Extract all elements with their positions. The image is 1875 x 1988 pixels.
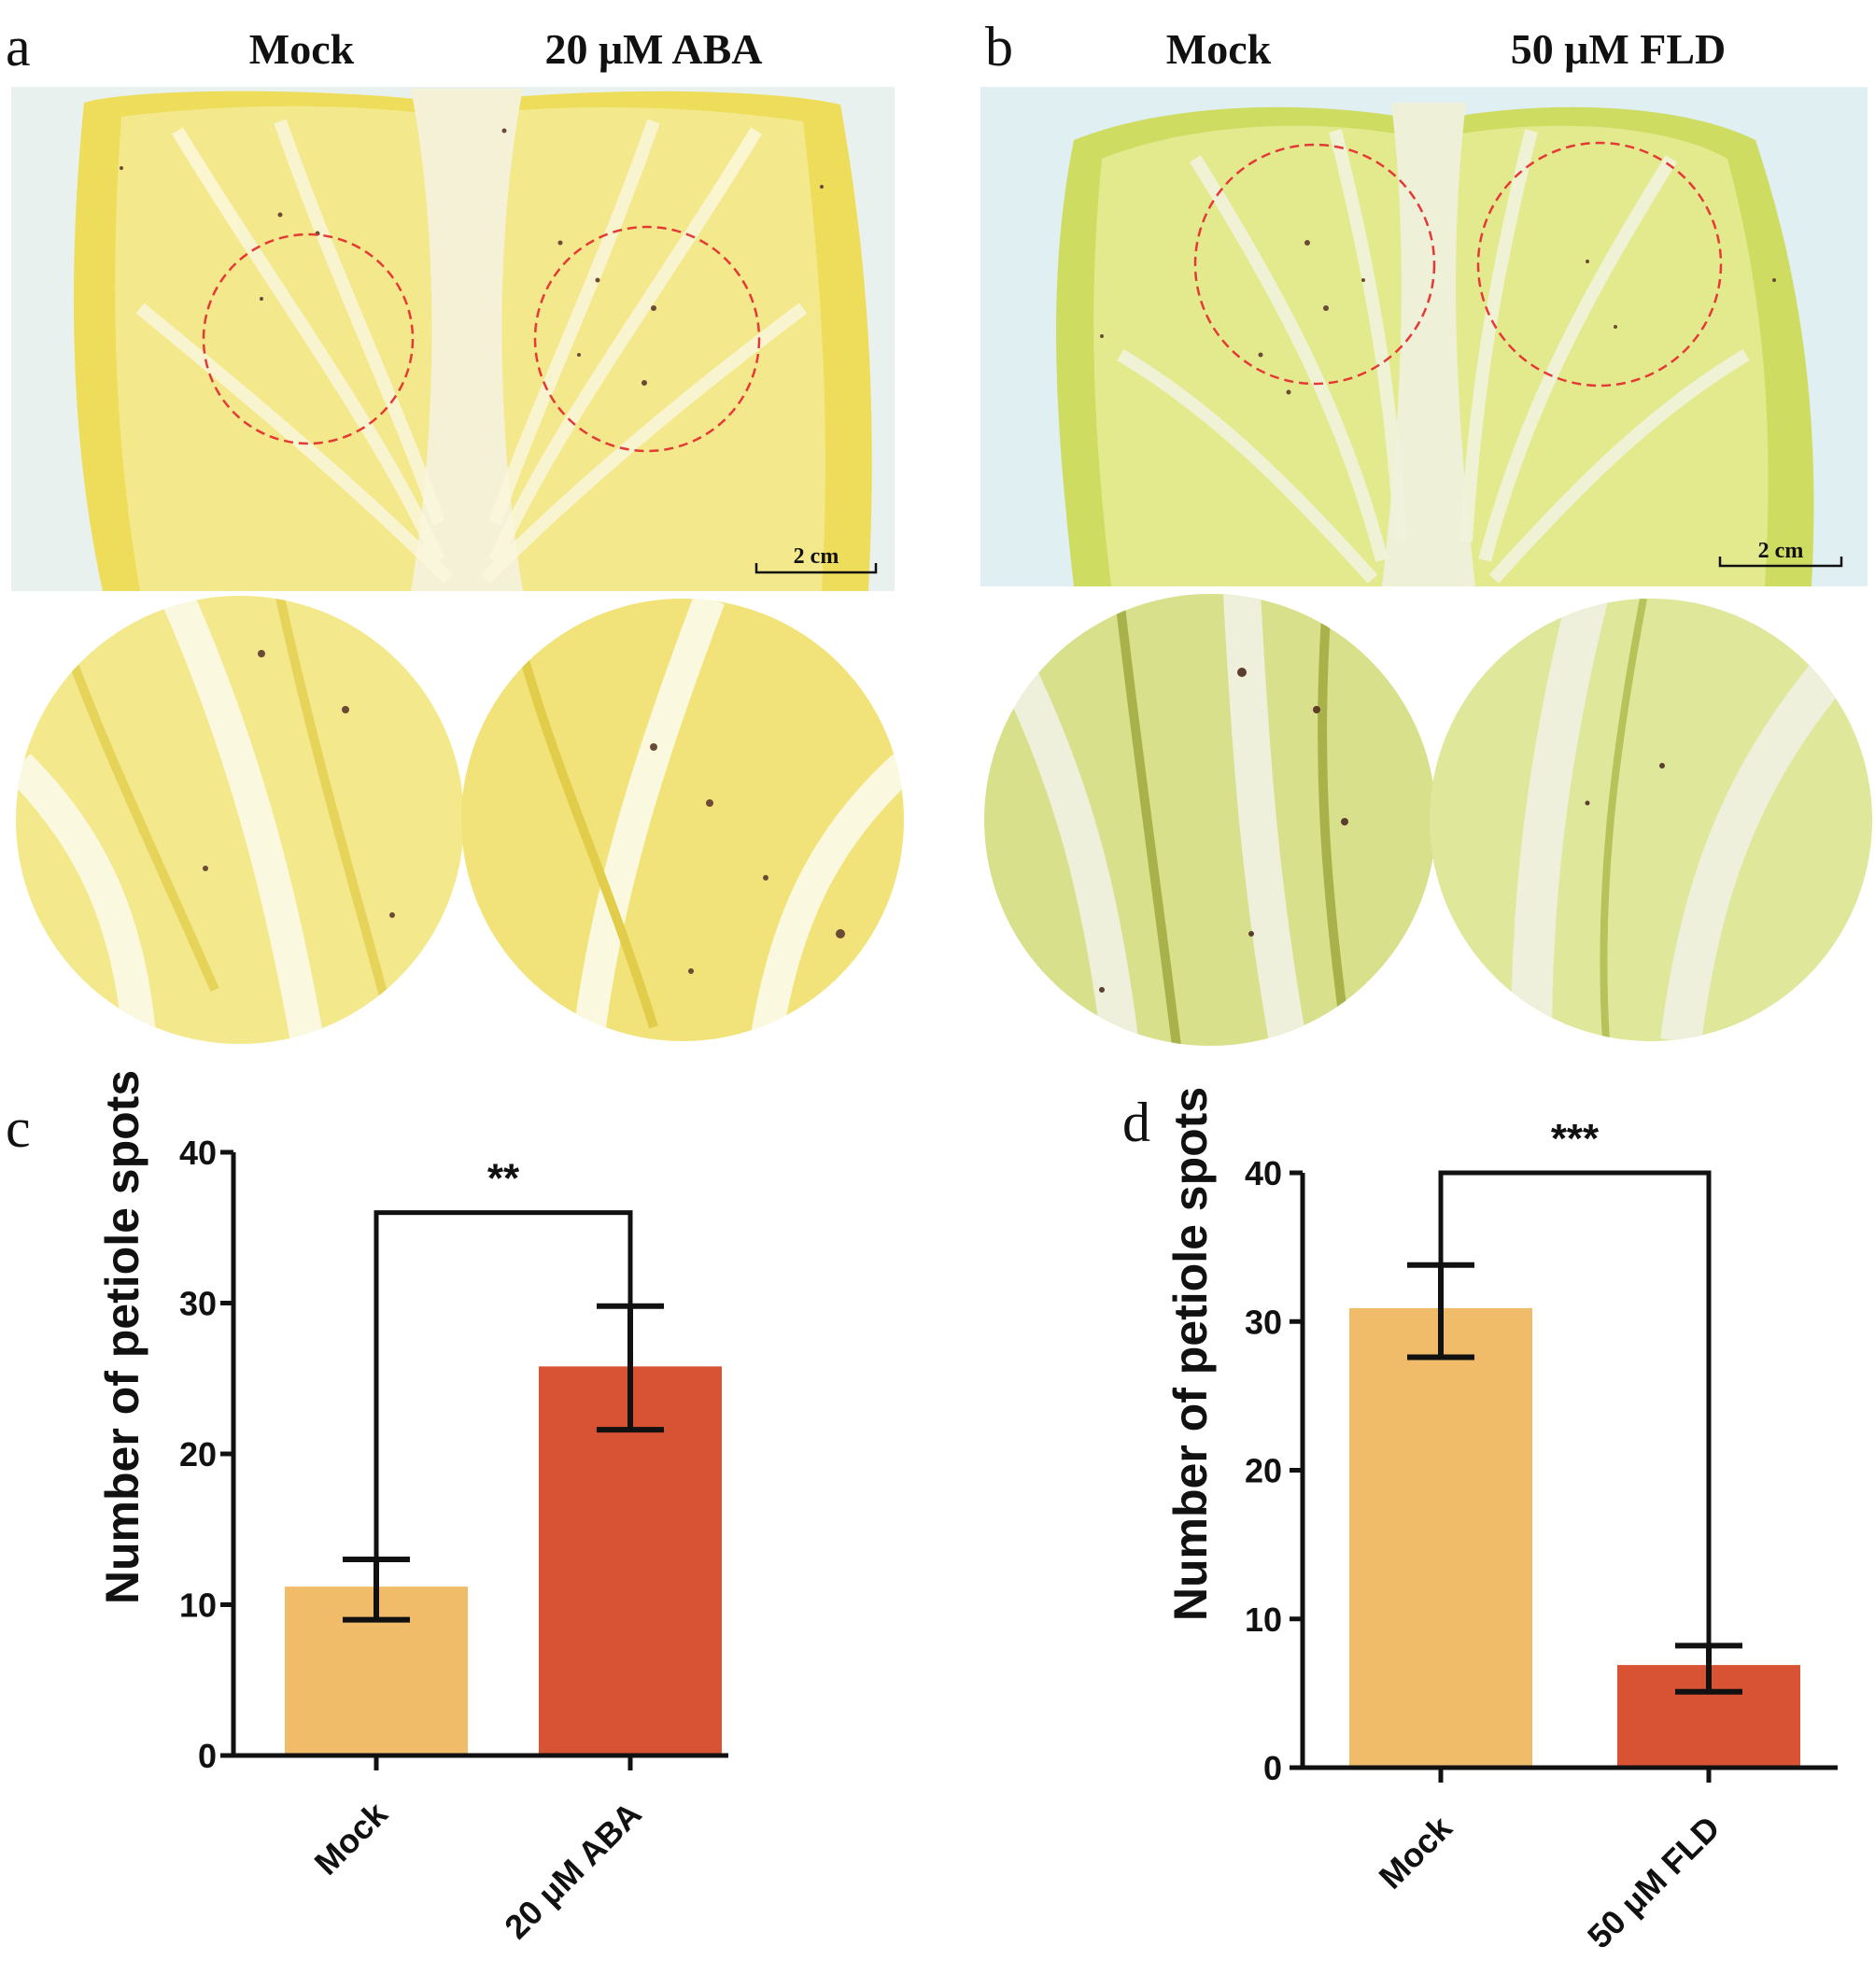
y-tick-label-0: 0 [1263,1749,1282,1787]
y-tick-label-30: 30 [1245,1303,1282,1341]
y-tick-label-10: 10 [1245,1600,1282,1639]
x-tick-label-1: 20 μM ABA [497,1795,648,1946]
roi-circle-right [533,225,761,453]
chart-d: d Number of petiole spots 0 10 20 30 40 Mock 5… [1122,1087,1838,1956]
chart-c: c Number of petiole spots 0 10 20 30 40 Mock 2… [6,1070,728,1946]
significance-bracket [374,1210,633,1560]
y-tick-label-30: 30 [179,1285,217,1323]
panel-b-letter: b [985,16,1013,78]
panel-b-title-right: 50 μM FLD [1511,25,1727,73]
panel-a-zoom-right [461,599,904,1041]
x-tick-label-1: 50 μM FLD [1580,1809,1727,1956]
roi-circle-left [1193,143,1436,386]
petiole-spots [120,128,824,386]
panel-a-scale-label: 2 cm [794,544,839,569]
chart-d-ylabel: Number of petiole spots [1164,1087,1217,1621]
panel-b-title-left: Mock [1166,25,1272,73]
panel-b-scale-bar: 2 cm [1718,539,1843,568]
x-tick-label-0: Mock [1372,1808,1460,1896]
bar-0 [1349,1307,1532,1768]
y-tick-label-40: 40 [179,1134,217,1172]
panel-a-title-right: 20 μM ABA [544,25,762,73]
y-tick-label-20: 20 [1245,1452,1282,1490]
panel-b-photo [980,87,1868,586]
significance-bracket [1438,1170,1712,1646]
significance-label: *** [1551,1116,1600,1162]
panel-a-letter: a [6,16,31,78]
panel-b-scale-label: 2 cm [1758,539,1804,563]
y-tick-label-10: 10 [179,1586,217,1625]
roi-circle-left [202,233,415,445]
panel-c-letter: c [6,1097,31,1159]
panel-d-letter: d [1122,1092,1150,1153]
panel-a: a Mock 20 μM ABA [6,16,904,1044]
y-tick-label-40: 40 [1245,1154,1282,1192]
panel-a-title-left: Mock [249,25,355,73]
y-tick-label-0: 0 [198,1737,217,1775]
panel-b-zoom-left [984,594,1436,1046]
panel-a-scale-bar: 2 cm [754,544,878,574]
panel-a-photo [11,87,895,591]
roi-circle-right [1476,141,1723,388]
significance-label: ** [487,1156,520,1202]
x-tick-label-0: Mock [307,1794,396,1882]
panel-b-zoom-right [1430,599,1872,1041]
panel-a-zoom-left [16,596,464,1044]
y-tick-label-20: 20 [179,1435,217,1473]
panel-b: b Mock 50 μM FLD [980,16,1872,1046]
chart-c-ylabel: Number of petiole spots [96,1070,148,1604]
